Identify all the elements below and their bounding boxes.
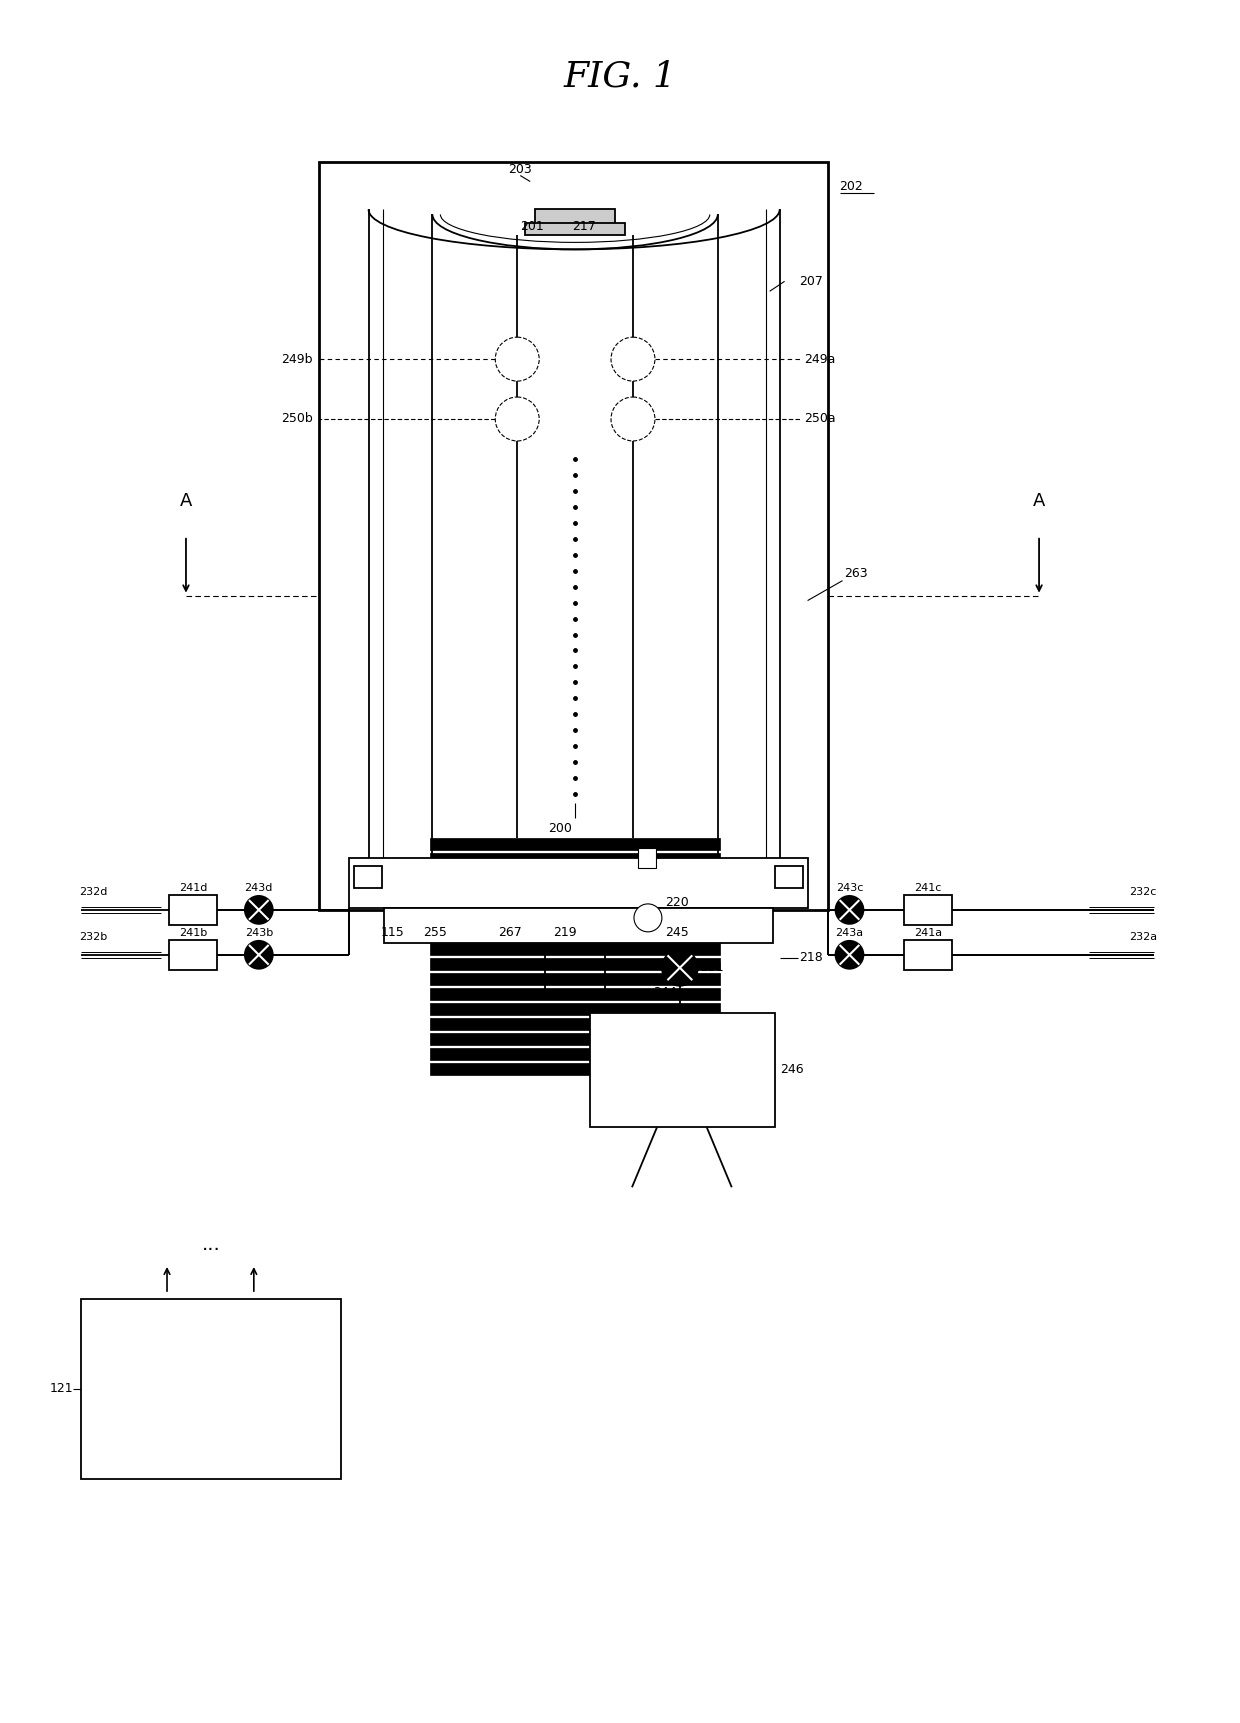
Text: FIG. 1: FIG. 1 xyxy=(563,60,677,93)
Bar xyxy=(590,1013,775,1127)
Bar xyxy=(430,913,719,925)
Text: 243b: 243b xyxy=(244,929,273,937)
Bar xyxy=(430,853,719,865)
Bar xyxy=(430,1018,719,1030)
Bar xyxy=(430,987,719,999)
Text: A: A xyxy=(180,491,192,510)
Bar xyxy=(430,1048,719,1060)
Bar xyxy=(526,224,625,236)
Text: 232c: 232c xyxy=(1130,887,1157,898)
Text: A: A xyxy=(1033,491,1045,510)
Circle shape xyxy=(495,396,539,441)
Text: 219: 219 xyxy=(553,927,577,939)
Bar xyxy=(430,973,719,986)
Text: 249a: 249a xyxy=(805,353,836,365)
Text: 241a: 241a xyxy=(914,929,942,937)
Text: 255: 255 xyxy=(424,927,448,939)
Bar xyxy=(430,898,719,910)
Bar xyxy=(319,162,827,910)
Text: 220: 220 xyxy=(665,896,688,910)
Text: 244: 244 xyxy=(653,986,677,999)
Text: 200: 200 xyxy=(548,822,572,834)
Text: 207: 207 xyxy=(800,274,823,288)
Bar xyxy=(348,858,807,908)
Bar xyxy=(383,908,773,942)
Text: 245: 245 xyxy=(665,927,688,939)
Text: 232a: 232a xyxy=(1128,932,1157,942)
Circle shape xyxy=(244,896,273,924)
Text: 218: 218 xyxy=(800,951,823,965)
Bar xyxy=(430,1032,719,1044)
Bar xyxy=(430,868,719,880)
Text: 121: 121 xyxy=(50,1382,73,1396)
Text: 201: 201 xyxy=(521,221,544,233)
Bar xyxy=(81,1299,341,1478)
Bar xyxy=(430,929,719,939)
Circle shape xyxy=(836,896,863,924)
Bar xyxy=(904,939,952,970)
Bar xyxy=(430,958,719,970)
Circle shape xyxy=(611,338,655,381)
Bar xyxy=(904,894,952,925)
Circle shape xyxy=(662,949,698,986)
Bar xyxy=(430,1003,719,1015)
Bar xyxy=(637,848,656,868)
Circle shape xyxy=(611,396,655,441)
Text: 241c: 241c xyxy=(915,882,942,893)
Text: 203: 203 xyxy=(508,164,532,176)
Bar xyxy=(430,1063,719,1075)
Text: 232b: 232b xyxy=(79,932,108,942)
Text: 243a: 243a xyxy=(836,929,863,937)
Text: 243d: 243d xyxy=(244,882,273,893)
Text: 231: 231 xyxy=(699,961,723,973)
Bar xyxy=(430,942,719,955)
Circle shape xyxy=(836,941,863,968)
Circle shape xyxy=(495,338,539,381)
Text: 263: 263 xyxy=(844,567,868,581)
Text: 267: 267 xyxy=(498,927,522,939)
Text: 241d: 241d xyxy=(179,882,207,893)
Text: 115: 115 xyxy=(381,927,404,939)
Bar xyxy=(536,210,615,227)
Circle shape xyxy=(634,905,662,932)
Bar xyxy=(430,882,719,894)
Circle shape xyxy=(244,941,273,968)
Bar xyxy=(353,867,382,887)
Text: 250a: 250a xyxy=(805,412,836,426)
Bar xyxy=(169,939,217,970)
Text: 217: 217 xyxy=(572,221,596,233)
Text: 246: 246 xyxy=(780,1063,804,1077)
Text: 202: 202 xyxy=(839,179,863,193)
Bar xyxy=(430,837,719,849)
Text: ...: ... xyxy=(202,1235,221,1254)
Text: 243c: 243c xyxy=(836,882,863,893)
Text: 232d: 232d xyxy=(79,887,108,898)
Text: 250b: 250b xyxy=(281,412,312,426)
Bar xyxy=(775,867,802,887)
Text: 241b: 241b xyxy=(179,929,207,937)
Bar xyxy=(169,894,217,925)
Text: 249b: 249b xyxy=(281,353,312,365)
